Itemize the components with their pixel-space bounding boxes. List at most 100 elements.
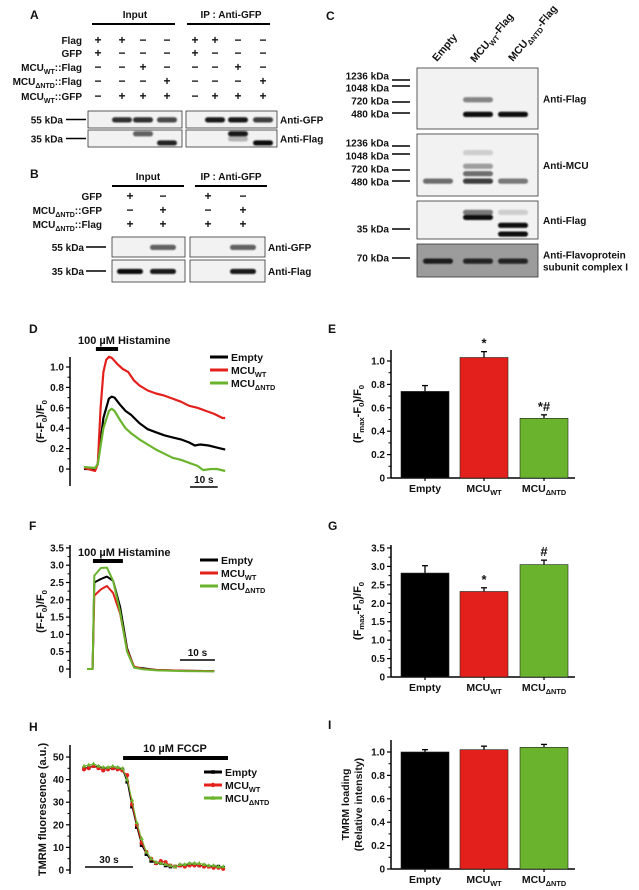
label-segment: (F (352, 432, 364, 443)
data-point (125, 780, 129, 784)
label-segment: MCU (21, 63, 44, 74)
label-segment: Empty (430, 32, 460, 64)
bar-wt (459, 357, 509, 479)
y-tick-label: 0.2 (371, 450, 385, 461)
bar-empty (400, 572, 450, 678)
label-segment: GFP (81, 192, 102, 203)
condition-sign: − (204, 203, 211, 217)
kda-marker: 35 kDa (357, 225, 390, 236)
kda-marker: 480 kDa (351, 110, 389, 121)
label-segment: Flag (61, 36, 82, 47)
condition-sign: + (259, 89, 266, 103)
panel-label-d: D (29, 322, 38, 336)
label-segment: 0 (357, 582, 366, 586)
label-segment: ::GFP (55, 92, 83, 103)
blot-band (112, 117, 132, 123)
bar-dntd (519, 564, 569, 678)
y-tick-label: 30 (53, 798, 65, 809)
y-tick-label: 0.4 (371, 427, 385, 438)
data-point (221, 864, 226, 869)
blot-band (498, 209, 528, 215)
blot-band (463, 171, 493, 177)
blot-band (157, 117, 177, 123)
label-segment: Empty (409, 682, 441, 694)
data-point (110, 763, 115, 768)
label-segment: MCU (522, 874, 546, 886)
blot-band (498, 111, 528, 117)
blot-band (463, 258, 493, 264)
label-segment: Empty (231, 352, 263, 364)
y-tick-label: 0 (379, 865, 385, 876)
condition-sign: − (259, 60, 266, 74)
label-segment: MCU (466, 682, 490, 694)
ip-header: IP : Anti-GFP (200, 172, 261, 183)
blot-band (463, 111, 493, 117)
antibody-label: Anti-Flavoprotein (543, 251, 626, 262)
condition-sign: + (239, 203, 246, 217)
label-segment: TMRM loading (340, 769, 352, 841)
blot-band (117, 268, 143, 275)
condition-sign: + (126, 217, 133, 231)
y-tick-label: 3.5 (50, 543, 64, 554)
label-segment: )/F (35, 404, 47, 418)
legend-label: Empty (221, 555, 253, 567)
legend-label: MCUΔNTD (231, 378, 275, 392)
condition-sign: + (159, 217, 166, 231)
label-segment: max (357, 417, 366, 433)
y-tick-label: 0 (58, 866, 64, 877)
panel-label-h: H (29, 720, 38, 734)
y-axis-label: (Fmax-F0)/F0 (352, 385, 366, 443)
label-segment: ΔNTD (249, 798, 269, 807)
antibody-label: Anti-MCU (543, 161, 589, 172)
label-segment: max (357, 614, 366, 630)
kda-marker: 55 kDa (31, 116, 64, 127)
antibody-label: Anti-GFP (268, 243, 312, 254)
blot-band (228, 136, 248, 142)
y-tick-label: 0.6 (371, 403, 385, 414)
panel-label-f: F (29, 519, 36, 533)
antibody-label: Anti-Flag (268, 267, 311, 278)
data-point (130, 804, 134, 809)
label-segment: -F (352, 604, 364, 615)
y-tick-label: 0.8 (371, 771, 385, 782)
y-tick-label: 0.5 (371, 654, 385, 665)
data-point (101, 768, 106, 773)
bar-wt (459, 591, 509, 678)
condition-sign: + (163, 74, 170, 88)
y-tick-label: 2.5 (50, 578, 64, 589)
panel-label-b: B (30, 167, 39, 181)
x-tick-label: MCUΔNTD (522, 483, 566, 497)
blot-band (463, 214, 493, 220)
blot-band (230, 244, 256, 250)
legend-label: MCUΔNTD (225, 793, 269, 807)
y-axis-label: TMRM fluorescence (a.u.) (37, 743, 49, 877)
label-segment: GFP (61, 49, 82, 60)
significance-mark: *# (538, 399, 551, 414)
data-point (115, 764, 120, 769)
condition-sign: + (259, 74, 266, 88)
blot-band (463, 150, 493, 156)
kda-marker: 1236 kDa (346, 72, 390, 83)
label-segment: WT (490, 687, 502, 696)
label-segment: WT (490, 488, 502, 497)
label-segment: WT (249, 785, 261, 794)
x-tick-label: MCUΔNTD (522, 874, 566, 888)
label-segment: ::Flag (75, 220, 102, 231)
x-tick-label: Empty (409, 483, 441, 495)
label-segment: -F (352, 407, 364, 418)
label-segment: WT (490, 879, 502, 888)
kda-marker: 720 kDa (351, 97, 389, 108)
label-segment: ΔNTD (546, 879, 566, 888)
bar-dntd (519, 418, 569, 479)
condition-label: MCUWT::Flag (21, 63, 82, 76)
label-segment: )/F (352, 389, 364, 403)
y-axis-label: (F-F0)/F0 (35, 590, 49, 633)
label-segment: MCU (466, 483, 490, 495)
label-segment: 0 (357, 600, 366, 604)
y-tick-label: 1.0 (50, 363, 64, 374)
y-tick-label: 0.2 (50, 444, 64, 455)
label-segment: (F-F (35, 422, 47, 443)
condition-label: MCUΔNTD::GFP (33, 206, 103, 219)
stimulus-label: 100 µM Histamine (78, 547, 171, 559)
label-segment: MCU (231, 365, 255, 377)
